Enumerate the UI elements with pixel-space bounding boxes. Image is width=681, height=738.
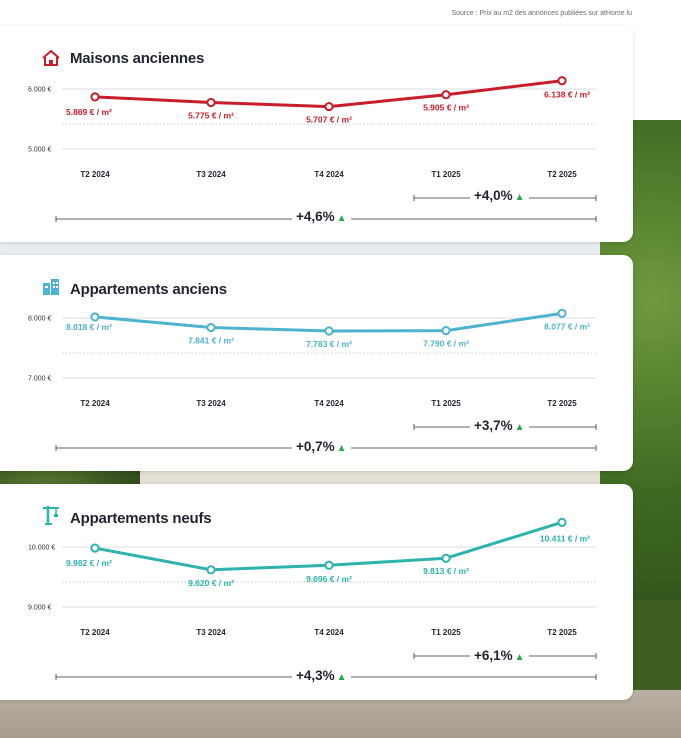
x-tick-label: T2 2025	[547, 399, 577, 408]
y-tick-label: 7.000 €	[28, 376, 51, 383]
x-tick-label: T2 2025	[547, 170, 577, 179]
data-point	[90, 543, 100, 553]
data-point	[324, 101, 334, 112]
line-chart: 6.000 € 5.000 € 5.869 € / m² T2 2024 5.775 €…	[28, 76, 597, 222]
x-tick-label: T4 2024	[314, 628, 344, 637]
house-icon	[40, 48, 62, 68]
change-quarter: +6,1% ▲	[470, 648, 529, 663]
x-tick-label: T3 2024	[196, 399, 226, 408]
data-label: 5.775 € / m²	[188, 111, 234, 121]
up-arrow-icon: ▲	[336, 213, 347, 224]
y-tick-label: 8.000 €	[28, 316, 51, 323]
change-quarter: +4,0% ▲	[470, 188, 529, 203]
up-arrow-icon: ▲	[514, 652, 525, 663]
data-label: 5.707 € / m²	[306, 115, 352, 125]
card-maisons-anciennes: Maisons anciennes 6.000 € 5.000 € 5.869 € …	[0, 26, 633, 242]
data-point	[557, 308, 567, 318]
data-point	[206, 97, 216, 108]
y-tick-label: 10.000 €	[28, 545, 55, 552]
data-label: 9.620 € / m²	[188, 578, 234, 588]
line-chart: 8.000 € 7.000 € 8.018 € / m² T2 2024 7.841 €…	[28, 308, 597, 451]
change-year: +0,7% ▲	[292, 439, 351, 454]
data-label: 8.018 € / m²	[66, 322, 112, 332]
up-arrow-icon: ▲	[514, 422, 525, 433]
x-tick-label: T1 2025	[431, 170, 461, 179]
x-tick-label: T1 2025	[431, 399, 461, 408]
up-arrow-icon: ▲	[514, 192, 525, 203]
chart-title: Appartements anciens	[70, 281, 227, 298]
y-tick-label: 5.000 €	[28, 147, 51, 154]
x-tick-label: T2 2025	[547, 628, 577, 637]
data-label: 9.696 € / m²	[306, 574, 352, 584]
y-tick-label: 9.000 €	[28, 605, 51, 612]
source-note: Source : Prix au m2 des annonces publiée…	[451, 10, 632, 17]
y-tick-label: 6.000 €	[28, 87, 51, 94]
data-point	[90, 312, 100, 322]
chart-title: Appartements neufs	[70, 510, 212, 527]
x-tick-label: T1 2025	[431, 628, 461, 637]
data-label: 9.982 € / m²	[66, 558, 112, 568]
data-point	[441, 90, 451, 100]
data-label: 7.790 € / m²	[423, 339, 469, 349]
up-arrow-icon: ▲	[336, 672, 347, 683]
x-tick-label: T4 2024	[314, 170, 344, 179]
x-tick-label: T2 2024	[80, 170, 110, 179]
data-point	[324, 560, 334, 570]
x-tick-label: T2 2024	[80, 399, 110, 408]
data-point	[90, 92, 100, 102]
data-point	[324, 326, 334, 336]
data-label: 10.411 € / m²	[540, 533, 590, 543]
data-label: 5.869 € / m²	[66, 107, 112, 117]
card-appartements-neufs: Appartements neufs 10.000 € 9.000 € 9.982 …	[0, 484, 633, 700]
data-point	[206, 322, 216, 333]
change-quarter: +3,7% ▲	[470, 418, 529, 433]
crane-icon	[40, 504, 62, 525]
data-point	[441, 326, 451, 336]
chart-title: Maisons anciennes	[70, 50, 205, 67]
data-label: 8.077 € / m²	[544, 321, 590, 331]
data-label: 7.783 € / m²	[306, 339, 352, 349]
x-tick-label: T3 2024	[196, 628, 226, 637]
data-point	[557, 517, 567, 527]
line-chart: 10.000 € 9.000 € 9.982 € / m² T2 2024 9.620 …	[28, 517, 597, 680]
data-label: 6.138 € / m²	[544, 90, 590, 100]
x-tick-label: T4 2024	[314, 399, 344, 408]
change-year: +4,6% ▲	[292, 209, 351, 224]
x-tick-label: T3 2024	[196, 170, 226, 179]
building-icon	[40, 275, 62, 295]
data-point	[441, 553, 451, 563]
data-label: 7.841 € / m²	[188, 336, 234, 346]
change-year: +4,3% ▲	[292, 668, 351, 683]
data-point	[206, 565, 216, 575]
card-appartements-anciens: Appartements anciens 8.000 € 7.000 € 8.018…	[0, 255, 633, 471]
data-label: 5.905 € / m²	[423, 103, 469, 113]
data-label: 9.813 € / m²	[423, 566, 469, 576]
data-point	[557, 76, 567, 86]
x-tick-label: T2 2024	[80, 628, 110, 637]
up-arrow-icon: ▲	[336, 443, 347, 454]
